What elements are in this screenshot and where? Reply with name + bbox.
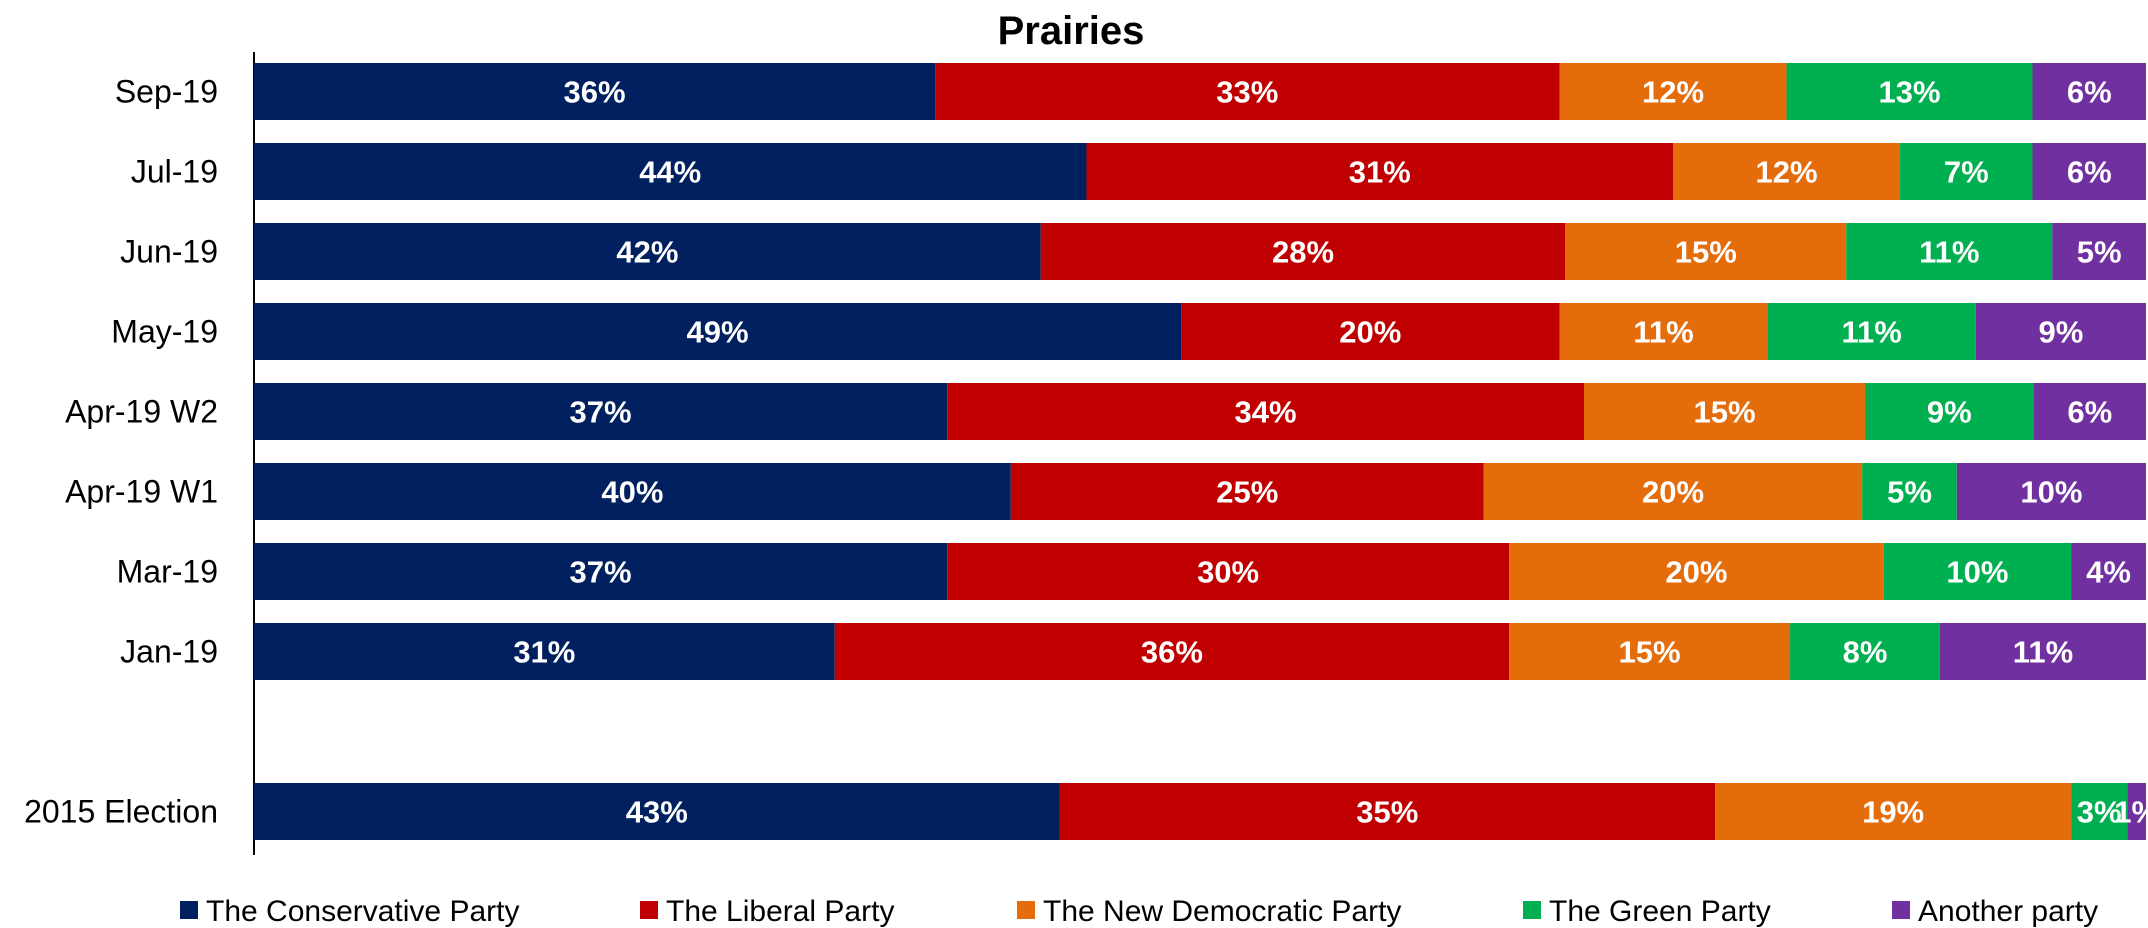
- data-label-the-liberal-party-apr-19-w1: 25%: [1216, 475, 1278, 510]
- category-label-jun-19: Jun-19: [120, 234, 218, 270]
- legend-label-the-green-party: The Green Party: [1549, 895, 1771, 928]
- legend-swatch-the-liberal-party: [640, 901, 658, 919]
- data-label-the-conservative-party-may-19: 49%: [687, 315, 749, 350]
- data-label-the-liberal-party-sep-19: 33%: [1216, 75, 1278, 110]
- data-label-the-green-party-jul-19: 7%: [1944, 155, 1989, 190]
- category-label-jul-19: Jul-19: [131, 154, 218, 190]
- data-label-the-new-democratic-party-jun-19: 15%: [1675, 235, 1737, 270]
- data-label-the-new-democratic-party-jan-19: 15%: [1619, 635, 1681, 670]
- legend-swatch-the-green-party: [1523, 901, 1541, 919]
- legend-swatch-another-party: [1892, 901, 1910, 919]
- data-label-the-conservative-party-apr-19-w2: 37%: [570, 395, 632, 430]
- chart-title: Prairies: [998, 9, 1145, 53]
- data-label-the-conservative-party-sep-19: 36%: [564, 75, 626, 110]
- legend-label-the-new-democratic-party: The New Democratic Party: [1043, 895, 1401, 928]
- category-label-may-19: May-19: [111, 314, 218, 350]
- bars: 36% 33% 12% 13% 6% 44% 31% 12% 7% 6% 42% 28% 15% 11% 5…: [254, 63, 2148, 840]
- data-label-the-conservative-party-mar-19: 37%: [570, 555, 632, 590]
- legend: The Conservative Party The Liberal Party T…: [180, 895, 2098, 928]
- category-label-mar-19: Mar-19: [117, 554, 218, 590]
- data-label-another-party-jul-19: 6%: [2067, 155, 2112, 190]
- data-label-the-liberal-party-mar-19: 30%: [1197, 555, 1259, 590]
- data-label-the-new-democratic-party-jul-19: 12%: [1755, 155, 1817, 190]
- data-label-the-liberal-party-jan-19: 36%: [1141, 635, 1203, 670]
- category-label-apr-19-w1: Apr-19 W1: [65, 474, 218, 510]
- data-label-another-party-may-19: 9%: [2038, 315, 2083, 350]
- data-label-the-green-party-apr-19-w1: 5%: [1887, 475, 1932, 510]
- data-label-the-green-party-jun-19: 11%: [1919, 235, 1979, 270]
- data-label-the-new-democratic-party-2015-election: 19%: [1862, 795, 1924, 830]
- data-label-the-new-democratic-party-sep-19: 12%: [1642, 75, 1704, 110]
- legend-swatch-the-new-democratic-party: [1017, 901, 1035, 919]
- data-label-another-party-mar-19: 4%: [2086, 555, 2131, 590]
- data-label-another-party-apr-19-w2: 6%: [2067, 395, 2112, 430]
- data-label-the-new-democratic-party-may-19: 11%: [1633, 315, 1693, 350]
- data-label-the-green-party-sep-19: 13%: [1878, 75, 1940, 110]
- legend-swatch-the-conservative-party: [180, 901, 198, 919]
- category-label-jan-19: Jan-19: [120, 634, 218, 670]
- data-label-the-green-party-mar-19: 10%: [1946, 555, 2008, 590]
- data-label-another-party-2015-election: 1%: [2114, 795, 2148, 830]
- data-label-another-party-apr-19-w1: 10%: [2020, 475, 2082, 510]
- data-label-another-party-sep-19: 6%: [2067, 75, 2112, 110]
- category-label-apr-19-w2: Apr-19 W2: [65, 394, 218, 430]
- data-label-the-new-democratic-party-apr-19-w1: 20%: [1642, 475, 1704, 510]
- data-label-another-party-jun-19: 5%: [2077, 235, 2122, 270]
- legend-label-the-conservative-party: The Conservative Party: [206, 895, 519, 928]
- data-label-the-new-democratic-party-apr-19-w2: 15%: [1693, 395, 1755, 430]
- data-label-the-conservative-party-2015-election: 43%: [626, 795, 688, 830]
- data-label-the-green-party-jan-19: 8%: [1843, 635, 1888, 670]
- category-label-sep-19: Sep-19: [115, 74, 218, 110]
- data-label-the-conservative-party-jan-19: 31%: [513, 635, 575, 670]
- data-label-the-conservative-party-apr-19-w1: 40%: [601, 475, 663, 510]
- legend-label-another-party: Another party: [1918, 895, 2098, 928]
- data-label-the-green-party-apr-19-w2: 9%: [1927, 395, 1972, 430]
- data-label-the-conservative-party-jul-19: 44%: [639, 155, 701, 190]
- data-label-the-liberal-party-jun-19: 28%: [1272, 235, 1334, 270]
- category-labels: Sep-19 Jul-19 Jun-19 May-19 Apr-19 W2 Apr-19 …: [24, 74, 218, 830]
- data-label-the-liberal-party-2015-election: 35%: [1356, 795, 1418, 830]
- data-label-the-liberal-party-may-19: 20%: [1339, 315, 1401, 350]
- data-label-another-party-jan-19: 11%: [2013, 635, 2073, 670]
- data-label-the-conservative-party-jun-19: 42%: [616, 235, 678, 270]
- data-label-the-new-democratic-party-mar-19: 20%: [1665, 555, 1727, 590]
- data-label-the-liberal-party-jul-19: 31%: [1349, 155, 1411, 190]
- data-label-the-liberal-party-apr-19-w2: 34%: [1235, 395, 1297, 430]
- category-label-2015-election: 2015 Election: [24, 794, 218, 830]
- legend-label-the-liberal-party: The Liberal Party: [666, 895, 894, 928]
- data-label-the-green-party-may-19: 11%: [1841, 315, 1901, 350]
